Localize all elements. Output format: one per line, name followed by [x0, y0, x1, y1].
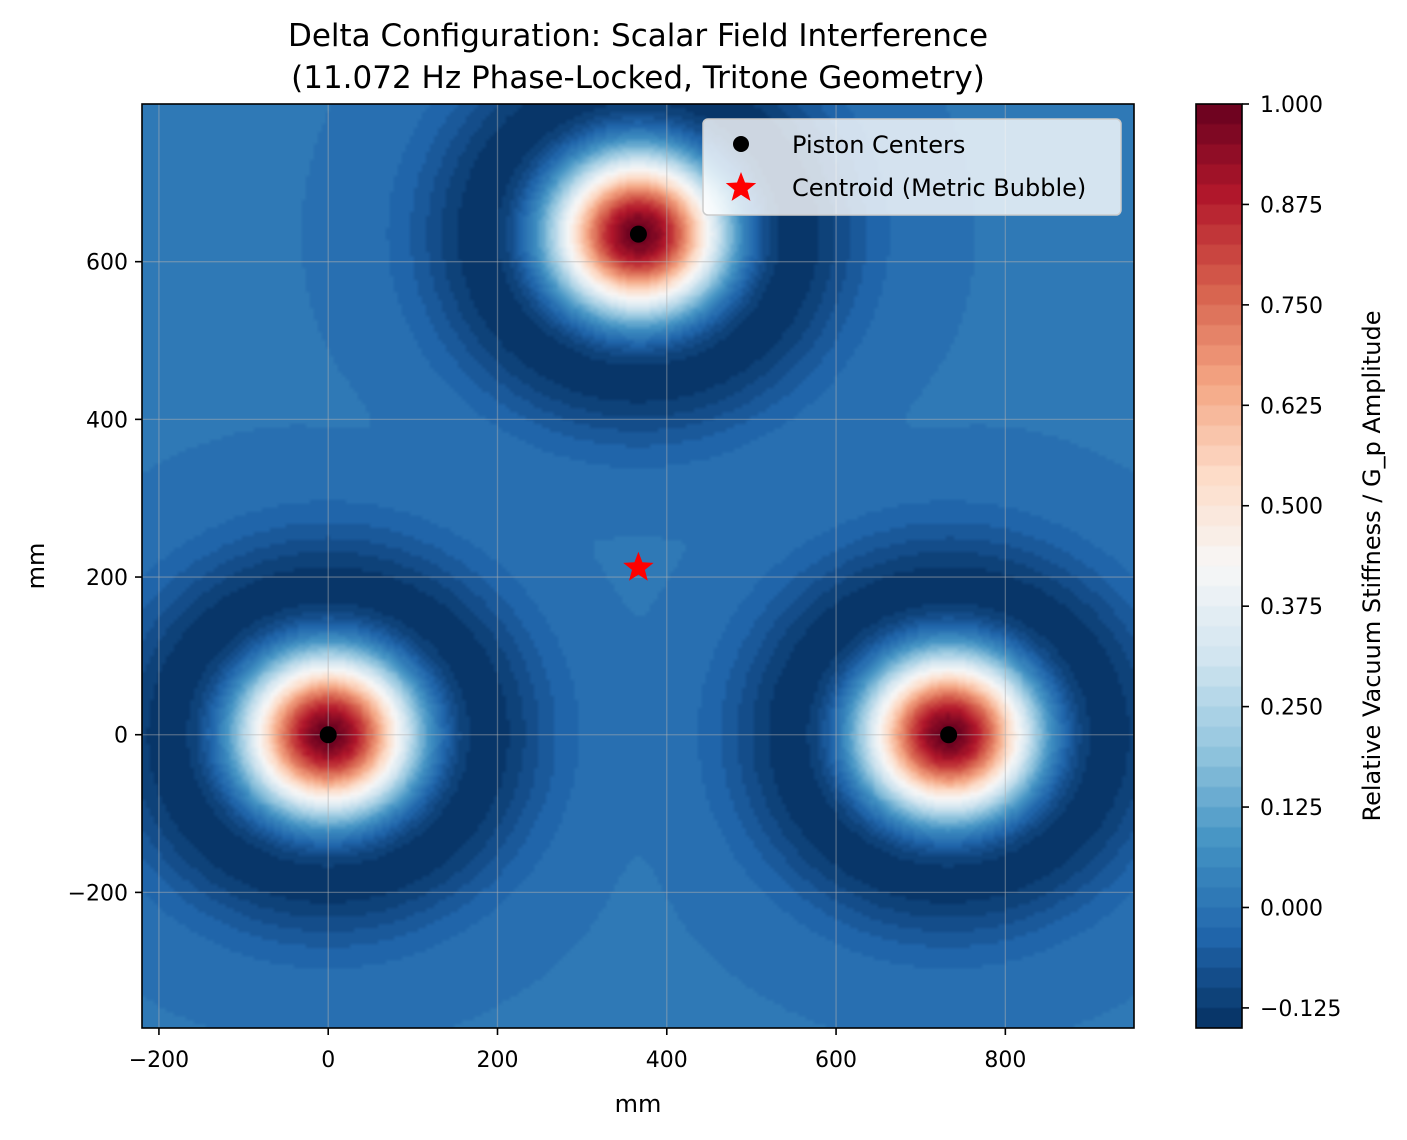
colorbar-tick-label: 0.000: [1260, 896, 1323, 921]
x-tick-label: −200: [129, 1048, 189, 1073]
x-tick-label: 600: [815, 1048, 857, 1073]
colorbar-tick-label: 0.500: [1260, 495, 1323, 520]
x-tick-label: 200: [476, 1048, 518, 1073]
colorbar-tick-label: 0.625: [1260, 394, 1323, 419]
markers: [319, 225, 958, 744]
legend-centroid-marker: [725, 172, 757, 201]
legend-piston-marker: [733, 136, 749, 152]
y-tick-label: 400: [86, 408, 128, 433]
colorbar-ticks: −0.125 0.000 0.125 0.250 0.375 0.500 0.625 0.75…: [1242, 93, 1341, 1022]
plot-frame: [141, 103, 1135, 1029]
piston-center-point: [319, 726, 337, 744]
y-axis-ticks: −200 0 200 400 600: [68, 251, 142, 906]
piston-center-point: [629, 225, 647, 243]
legend-box: [702, 118, 1122, 216]
x-axis-ticks: −200 0 200 400 600 800: [129, 1028, 1026, 1073]
colorbar-tick-label: 1.000: [1260, 93, 1323, 118]
colorbar-tick-label: 0.875: [1260, 193, 1323, 218]
colorbar-frame: [1195, 103, 1243, 1029]
y-tick-label: −200: [68, 881, 128, 906]
x-tick-label: 0: [321, 1048, 335, 1073]
colorbar: −0.125 0.000 0.125 0.250 0.375 0.500 0.625 0.75…: [1195, 93, 1386, 1029]
centroid-point: [623, 551, 654, 581]
y-axis-label: mm: [22, 543, 50, 590]
y-tick-label: 600: [86, 251, 128, 276]
colorbar-tick-label: 0.750: [1260, 294, 1323, 319]
x-axis-label: mm: [615, 1090, 662, 1118]
colorbar-tick-label: 0.375: [1260, 595, 1323, 620]
colorbar-label: Relative Vacuum Stiffness / G_p Amplitud…: [1358, 311, 1386, 822]
y-tick-label: 200: [86, 566, 128, 591]
colorbar-tick-label: 0.125: [1260, 796, 1323, 821]
colorbar-tick-label: −0.125: [1260, 997, 1341, 1022]
chart-title-line-2: (11.072 Hz Phase-Locked, Tritone Geometr…: [291, 60, 985, 96]
y-tick-label: 0: [114, 724, 128, 749]
grid: [142, 104, 1134, 1028]
x-tick-label: 800: [984, 1048, 1026, 1073]
colorbar-tick-label: 0.250: [1260, 696, 1323, 721]
legend-centroid-label: Centroid (Metric Bubble): [792, 174, 1086, 202]
x-tick-label: 400: [646, 1048, 688, 1073]
legend: Piston Centers Centroid (Metric Bubble): [702, 118, 1122, 216]
legend-piston-label: Piston Centers: [792, 131, 965, 159]
chart-title-line-1: Delta Configuration: Scalar Field Interf…: [288, 18, 988, 54]
piston-center-point: [940, 726, 958, 744]
